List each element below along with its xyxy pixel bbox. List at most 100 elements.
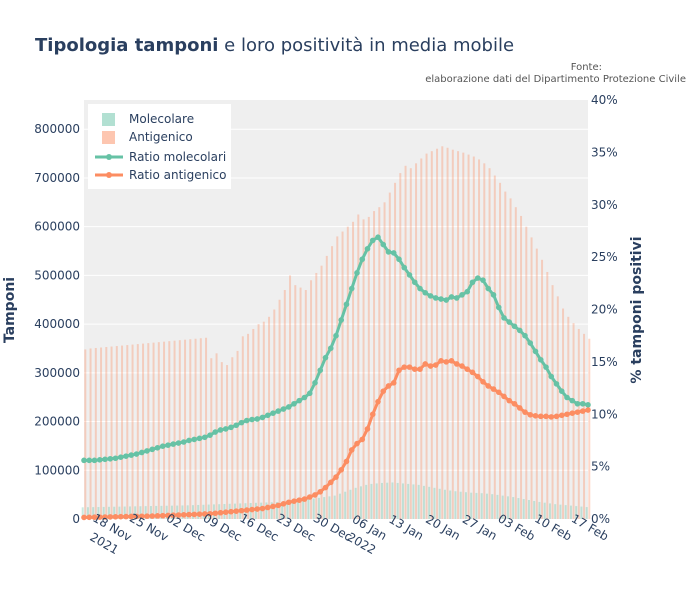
- bar-antigenico: [210, 358, 213, 519]
- bar-antigenico: [257, 324, 260, 519]
- right-tick-label: 10%: [591, 407, 618, 421]
- chart-title-rest: e loro positività in media mobile: [218, 35, 514, 56]
- ratio-antigenico-point: [522, 409, 528, 415]
- ratio-antigenico-point: [438, 358, 444, 364]
- bar-molecolare: [464, 492, 467, 519]
- ratio-antigenico-point: [149, 513, 156, 519]
- bar-antigenico: [173, 340, 176, 519]
- ratio-antigenico-point: [123, 513, 129, 520]
- ratio-antigenico-point: [117, 513, 124, 520]
- ratio-antigenico-point: [537, 413, 544, 420]
- bar-molecolare: [454, 491, 457, 519]
- bar-antigenico: [472, 156, 475, 519]
- legend-label-ratio-antigenico: Ratio antigenico: [129, 168, 227, 182]
- bar-molecolare: [386, 482, 389, 519]
- bar-antigenico: [299, 287, 302, 519]
- ratio-molecolari-point: [196, 435, 203, 442]
- ratio-molecolari-point: [81, 457, 87, 464]
- ratio-antigenico-point: [291, 498, 297, 504]
- ratio-antigenico-point: [238, 507, 245, 514]
- ratio-antigenico-point: [285, 499, 292, 506]
- bar-antigenico: [488, 168, 491, 520]
- bar-molecolare: [438, 488, 441, 519]
- ratio-antigenico-point: [448, 358, 455, 364]
- bar-molecolare: [459, 491, 462, 519]
- ratio-antigenico-point: [469, 369, 476, 376]
- bar-molecolare: [307, 499, 310, 519]
- bar-antigenico: [520, 215, 523, 519]
- ratio-antigenico-point: [170, 512, 177, 519]
- bar-antigenico: [304, 290, 307, 519]
- ratio-antigenico-line: [81, 358, 591, 521]
- source-text: elaborazione dati del Dipartimento Prote…: [425, 74, 686, 85]
- ratio-antigenico-point: [385, 383, 392, 389]
- ratio-antigenico-point: [264, 504, 271, 511]
- ratio-molecolari-point: [123, 453, 129, 459]
- ratio-antigenico-point: [569, 410, 576, 417]
- ratio-antigenico-point: [511, 400, 518, 407]
- ratio-molecolari-point: [569, 397, 576, 404]
- ratio-molecolari-point: [186, 437, 192, 444]
- ratio-molecolari-point: [443, 297, 450, 303]
- ratio-molecolari-point: [411, 279, 418, 286]
- ratio-molecolari-point: [369, 237, 376, 244]
- ratio-molecolari-point: [96, 457, 103, 463]
- bar-molecolare: [585, 507, 588, 519]
- bar-antigenico: [436, 148, 439, 519]
- bar-molecolare: [449, 490, 452, 519]
- ratio-antigenico-point: [464, 366, 471, 373]
- bar-antigenico: [352, 221, 355, 520]
- ratio-antigenico-point: [359, 436, 366, 443]
- ratio-antigenico-point: [249, 506, 255, 513]
- left-tick-label: 600000: [34, 220, 80, 234]
- ratio-antigenico-point: [453, 361, 460, 367]
- ratio-molecolari-point: [149, 446, 156, 453]
- bar-molecolare: [428, 486, 431, 519]
- bar-antigenico: [220, 362, 223, 519]
- bar-molecolare: [139, 506, 142, 519]
- ratio-antigenico-point: [128, 513, 135, 520]
- bar-molecolare: [270, 502, 273, 519]
- ratio-molecolari-point: [574, 400, 581, 407]
- bar-antigenico: [383, 202, 386, 519]
- ratio-antigenico-point: [144, 513, 150, 519]
- bar-molecolare: [512, 497, 515, 519]
- source-label: Fonte:: [571, 62, 602, 73]
- bar-molecolare: [533, 500, 536, 519]
- bar-antigenico: [262, 321, 265, 519]
- ratio-molecolari-point: [396, 256, 402, 263]
- bar-molecolare: [391, 482, 394, 519]
- ratio-molecolari-point: [228, 424, 234, 431]
- ratio-molecolari-point: [511, 323, 518, 330]
- legend-label-ratio-molecolari: Ratio molecolari: [129, 150, 226, 164]
- bar-antigenico: [525, 226, 528, 519]
- ratio-molecolari-point: [138, 449, 145, 456]
- ratio-molecolari-point: [516, 327, 523, 334]
- bar-molecolare: [517, 498, 520, 519]
- legend: Molecolare Antigenico Ratio molecolari R…: [88, 104, 231, 189]
- left-tick-label: 0: [72, 512, 80, 526]
- bar-antigenico: [362, 219, 365, 519]
- bar-antigenico: [215, 353, 218, 519]
- bar-molecolare: [176, 505, 179, 519]
- ratio-molecolari-point: [579, 400, 586, 407]
- ratio-antigenico-point: [327, 479, 334, 486]
- ratio-molecolari-point: [296, 397, 303, 404]
- bar-molecolare: [181, 505, 184, 519]
- ratio-antigenico-point: [81, 514, 87, 521]
- bar-antigenico: [121, 345, 124, 519]
- bar-antigenico: [551, 285, 554, 519]
- ratio-antigenico-point: [432, 362, 439, 368]
- ratio-antigenico-point: [501, 393, 507, 400]
- bar-antigenico: [373, 211, 376, 519]
- ratio-antigenico-point: [527, 411, 534, 418]
- bar-molecolare: [302, 499, 305, 519]
- ratio-molecolari-point: [501, 315, 507, 321]
- bar-antigenico: [341, 231, 344, 519]
- ratio-antigenico-point: [564, 411, 570, 418]
- bar-antigenico: [105, 347, 108, 519]
- ratio-molecolari-point: [91, 457, 98, 464]
- ratio-molecolari-point: [375, 234, 381, 241]
- bar-antigenico: [336, 236, 339, 519]
- bar-molecolare: [312, 498, 315, 519]
